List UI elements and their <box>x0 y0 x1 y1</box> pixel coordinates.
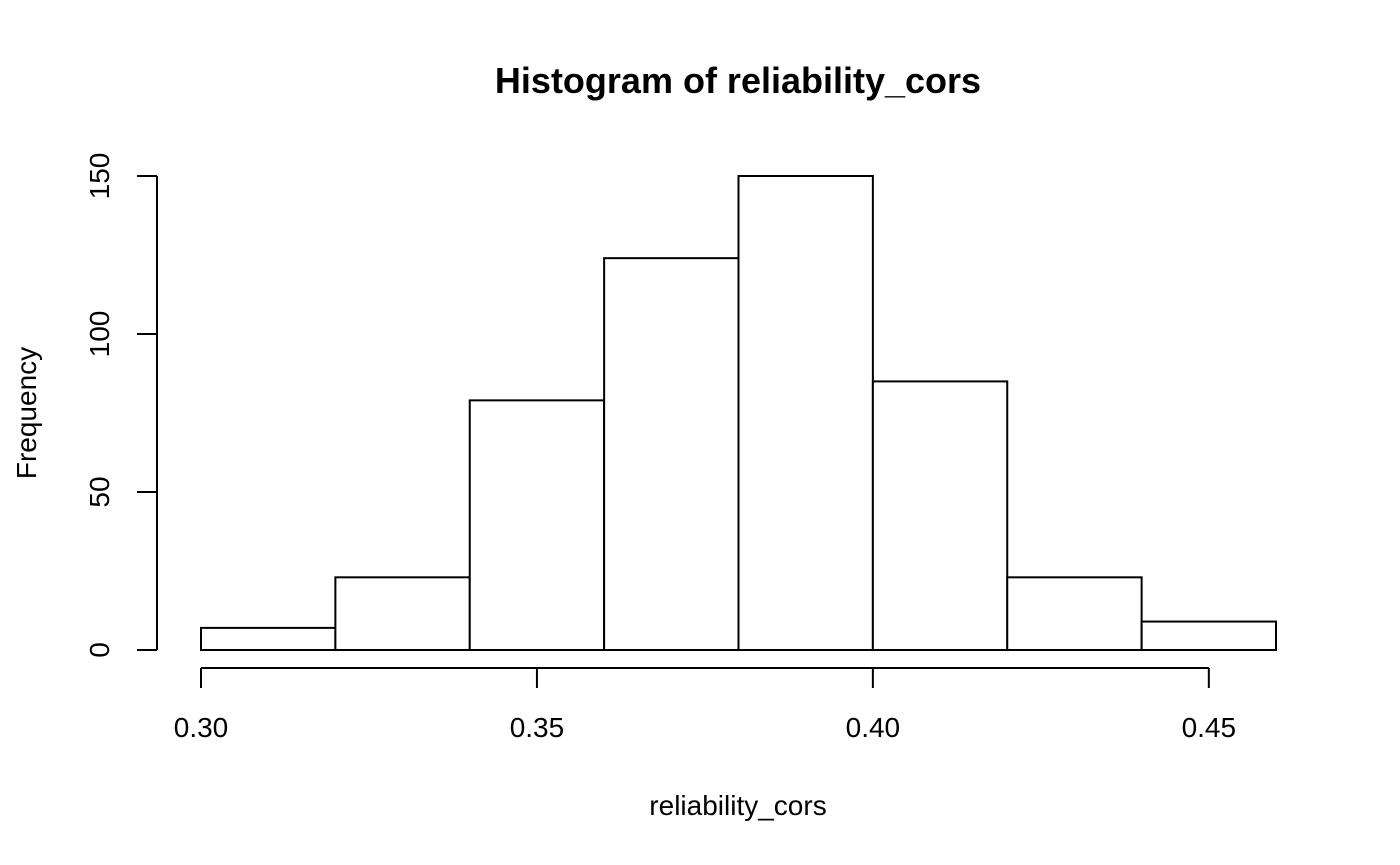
histogram-bar-6 <box>1006 576 1143 652</box>
bars-group <box>200 175 1277 652</box>
y-axis-label: Frequency <box>11 347 42 479</box>
x-tick-label-0: 0.30 <box>174 712 229 743</box>
histogram-bar-7 <box>1140 620 1277 651</box>
x-tick-label-2: 0.40 <box>846 712 901 743</box>
y-tick-label-3: 150 <box>84 153 115 200</box>
histogram-bar-0 <box>200 626 337 652</box>
histogram-bar-3 <box>603 257 740 651</box>
chart-title: Histogram of reliability_cors <box>495 60 981 101</box>
y-ticks-group: 0 50 100 150 <box>84 153 157 658</box>
x-axis-label: reliability_cors <box>649 790 826 821</box>
y-tick-label-0: 0 <box>84 642 115 658</box>
x-ticks-group: 0.30 0.35 0.40 0.45 <box>174 668 1236 743</box>
y-tick-label-1: 50 <box>84 476 115 507</box>
histogram-bar-2 <box>468 399 606 651</box>
y-tick-label-2: 100 <box>84 311 115 358</box>
x-tick-label-1: 0.35 <box>510 712 565 743</box>
histogram-bar-4 <box>737 175 874 651</box>
histogram-bar-5 <box>871 380 1009 651</box>
x-tick-label-3: 0.45 <box>1182 712 1237 743</box>
histogram-bar-1 <box>334 576 471 652</box>
